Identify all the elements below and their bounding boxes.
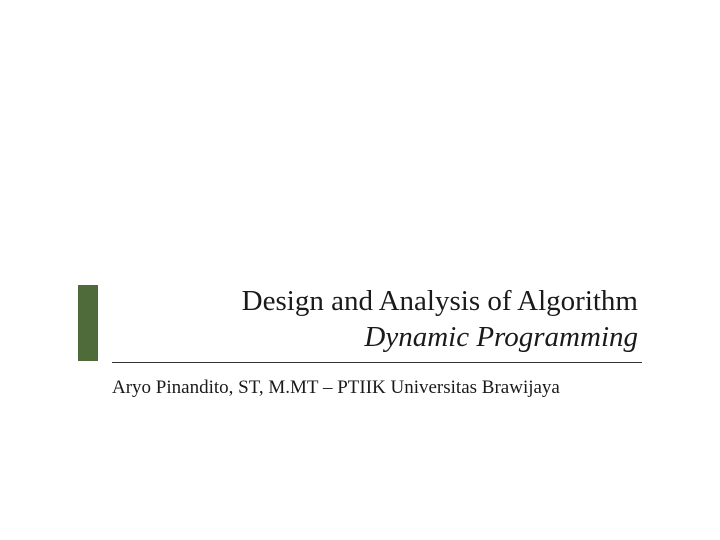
title-block: Design and Analysis of Algorithm Dynamic… <box>78 283 642 363</box>
slide-author: Aryo Pinandito, ST, M.MT – PTIIK Univers… <box>112 377 642 399</box>
slide-title: Design and Analysis of Algorithm <box>112 283 638 319</box>
title-text-wrapper: Design and Analysis of Algorithm Dynamic… <box>112 283 642 363</box>
slide-subtitle: Dynamic Programming <box>112 319 638 355</box>
accent-marker <box>78 285 98 361</box>
slide-content: Design and Analysis of Algorithm Dynamic… <box>78 283 642 399</box>
